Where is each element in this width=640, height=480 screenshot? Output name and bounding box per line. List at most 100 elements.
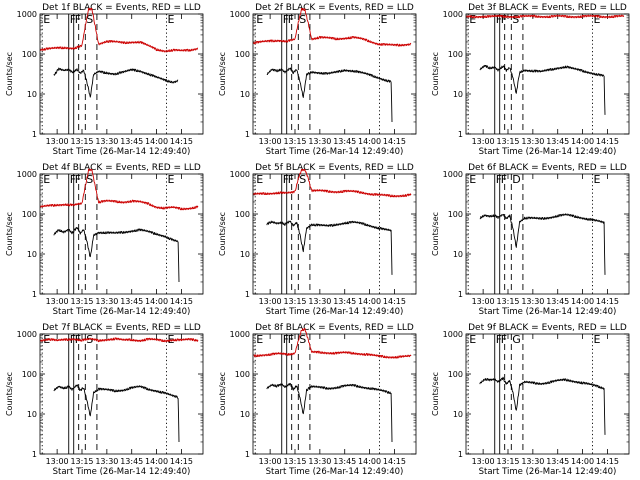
y-tick-label: 10	[240, 90, 250, 99]
detector-panel-5: Det 5f BLACK = Events, RED = LLD 1 10 100 10…	[218, 163, 417, 317]
flag-label: F	[283, 333, 289, 346]
y-tick-label: 100	[448, 50, 463, 59]
y-axis-label: Counts/sec	[431, 212, 440, 256]
x-tick-label: 14:00	[571, 137, 594, 146]
x-tick-label: 13:00	[472, 297, 495, 306]
x-tick-label: 13:15	[283, 137, 306, 146]
x-axis-label: Start Time (26-Mar-14 12:49:40)	[266, 147, 404, 157]
x-tick-label: 13:45	[333, 137, 356, 146]
x-tick-label: 13:45	[120, 457, 143, 466]
x-tick-label: 13:30	[95, 137, 118, 146]
x-axis-label: Start Time (26-Mar-14 12:49:40)	[479, 467, 617, 477]
x-tick-label: 13:30	[521, 137, 544, 146]
y-tick-label: 10	[240, 250, 250, 259]
plot-frame	[465, 333, 630, 455]
lld-series-line	[253, 328, 412, 359]
panel-title: Det 7f BLACK = Events, RED = LLD	[42, 323, 201, 333]
detector-panel-2: Det 2f BLACK = Events, RED = LLD 1 10 100 10…	[218, 3, 417, 157]
x-tick-label: 14:00	[571, 457, 594, 466]
y-tick-label: 100	[22, 210, 37, 219]
y-tick-label: 1000	[443, 170, 463, 179]
flag-label: E	[594, 333, 601, 346]
lld-series-line	[40, 337, 199, 343]
flag-label: E	[381, 333, 388, 346]
x-tick-label: 14:15	[170, 137, 193, 146]
x-tick-label: 13:00	[46, 297, 69, 306]
plot-frame	[252, 13, 417, 135]
flag-label: E	[256, 333, 263, 346]
x-tick-label: 13:00	[472, 457, 495, 466]
x-tick-label: 13:00	[46, 137, 69, 146]
x-tick-label: 14:00	[358, 457, 381, 466]
y-tick-label: 10	[453, 90, 463, 99]
y-tick-label: 10	[453, 410, 463, 419]
y-tick-label: 100	[448, 210, 463, 219]
lld-series-line	[40, 168, 199, 211]
x-tick-label: 13:15	[496, 297, 519, 306]
events-series-line	[479, 64, 606, 115]
flag-label: S	[299, 173, 306, 186]
flag-label: E	[381, 173, 388, 186]
flag-label: E	[43, 13, 50, 26]
y-tick-label: 1	[32, 290, 37, 299]
panel-title: Det 8f BLACK = Events, RED = LLD	[255, 323, 414, 333]
x-tick-label: 13:45	[333, 457, 356, 466]
x-tick-label: 13:30	[521, 457, 544, 466]
flag-label: E	[594, 13, 601, 26]
y-tick-label: 10	[27, 90, 37, 99]
y-tick-label: 10	[240, 410, 250, 419]
events-series-line	[266, 382, 393, 443]
panel-title: Det 5f BLACK = Events, RED = LLD	[255, 163, 414, 173]
panel-title: Det 1f BLACK = Events, RED = LLD	[42, 3, 201, 13]
x-tick-label: 13:00	[259, 457, 282, 466]
x-axis-label: Start Time (26-Mar-14 12:49:40)	[53, 307, 191, 317]
y-tick-label: 1	[245, 130, 250, 139]
flag-label: F	[288, 173, 294, 186]
y-tick-label: 1	[458, 130, 463, 139]
events-series-line	[53, 384, 180, 443]
panel-title: Det 9f BLACK = Events, RED = LLD	[468, 323, 627, 333]
x-tick-label: 14:15	[596, 457, 619, 466]
x-tick-label: 13:30	[95, 297, 118, 306]
panel-title: Det 3f BLACK = Events, RED = LLD	[468, 3, 627, 13]
y-tick-label: 1	[32, 130, 37, 139]
detector-panel-4: Det 4f BLACK = Events, RED = LLD 1 10 100 10…	[5, 163, 204, 317]
x-tick-label: 13:45	[120, 137, 143, 146]
events-series-line	[479, 376, 606, 435]
plot-frame	[465, 173, 630, 295]
y-tick-label: 100	[22, 50, 37, 59]
flag-label: F	[496, 173, 502, 186]
x-tick-label: 13:15	[70, 457, 93, 466]
flag-label: F	[501, 13, 507, 26]
y-tick-label: 10	[453, 250, 463, 259]
flag-label: E	[469, 333, 476, 346]
x-axis-label: Start Time (26-Mar-14 12:49:40)	[53, 467, 191, 477]
flag-label: S	[512, 13, 519, 26]
y-tick-label: 100	[235, 50, 250, 59]
flag-label: F	[75, 13, 81, 26]
events-series-line	[266, 67, 393, 123]
y-axis-label: Counts/sec	[5, 372, 14, 416]
x-tick-label: 13:15	[283, 297, 306, 306]
y-axis-label: Counts/sec	[218, 212, 227, 256]
y-tick-label: 100	[235, 210, 250, 219]
x-tick-label: 13:30	[95, 457, 118, 466]
flag-label: F	[283, 173, 289, 186]
x-tick-label: 14:00	[358, 297, 381, 306]
flag-label: E	[43, 173, 50, 186]
y-tick-label: 1000	[443, 330, 463, 339]
x-tick-label: 13:30	[308, 137, 331, 146]
flag-label: G	[512, 333, 521, 346]
y-tick-label: 10	[27, 410, 37, 419]
y-tick-label: 1	[458, 450, 463, 459]
flag-label: F	[288, 13, 294, 26]
detector-panel-7: Det 7f BLACK = Events, RED = LLD 1 10 100 10…	[5, 323, 204, 477]
flag-label: F	[496, 13, 502, 26]
x-tick-label: 13:00	[46, 457, 69, 466]
detector-panel-3: Det 3f BLACK = Events, RED = LLD 1 10 100 10…	[431, 3, 630, 157]
y-tick-label: 10	[27, 250, 37, 259]
lld-series-line	[40, 7, 199, 53]
flag-label: E	[256, 173, 263, 186]
x-tick-label: 13:00	[472, 137, 495, 146]
